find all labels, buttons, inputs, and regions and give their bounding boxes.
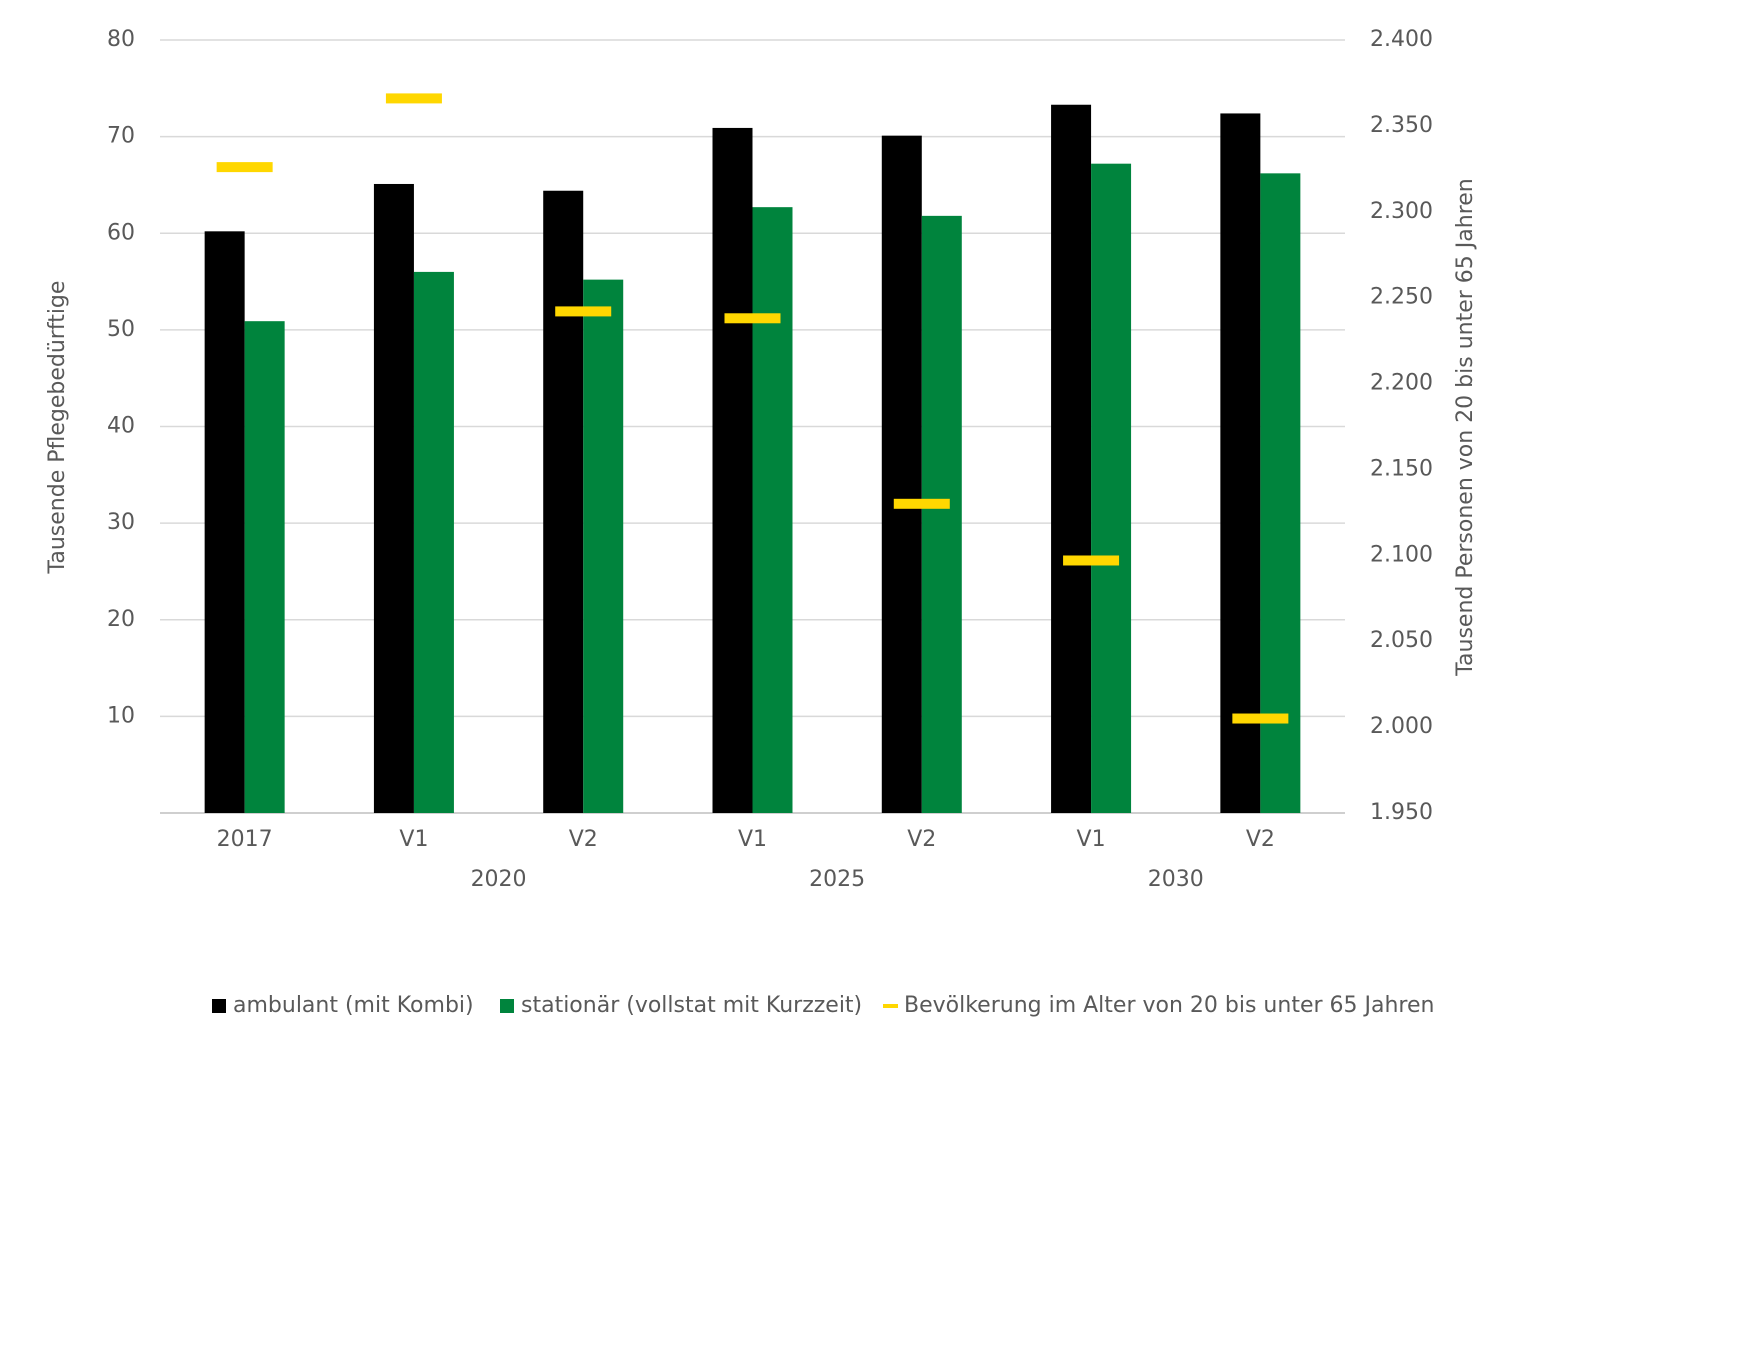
legend-swatch bbox=[883, 1004, 898, 1008]
marker bbox=[385, 93, 442, 104]
bar bbox=[1260, 173, 1301, 813]
y2-tick-label: 2.100 bbox=[1370, 542, 1433, 567]
bar bbox=[921, 215, 962, 814]
marker bbox=[893, 498, 950, 509]
y2-tick-label: 1.950 bbox=[1370, 800, 1433, 825]
bar bbox=[1091, 163, 1132, 813]
y2-tick-label: 2.400 bbox=[1370, 27, 1433, 52]
x-tick-label: V2 bbox=[569, 827, 598, 852]
marker bbox=[1232, 713, 1289, 724]
y2-tick-label: 2.150 bbox=[1370, 456, 1433, 481]
legend-swatch bbox=[212, 999, 226, 1013]
y-tick-label: 60 bbox=[107, 220, 135, 245]
y2-tick-label: 2.000 bbox=[1370, 714, 1433, 739]
x-tick-label: V1 bbox=[399, 827, 428, 852]
bar bbox=[712, 127, 753, 813]
legend-label: Bevölkerung im Alter von 20 bis unter 65… bbox=[904, 993, 1434, 1018]
x-tick-label: 2017 bbox=[217, 827, 273, 852]
y-tick-label: 20 bbox=[107, 607, 135, 632]
x-group-label: 2020 bbox=[471, 867, 527, 892]
bar bbox=[244, 321, 285, 813]
bar bbox=[373, 183, 414, 813]
x-tick-label: V1 bbox=[738, 827, 767, 852]
bar bbox=[413, 271, 454, 813]
x-tick-label: V2 bbox=[1246, 827, 1275, 852]
x-group-label: 2030 bbox=[1148, 867, 1204, 892]
bar bbox=[881, 135, 922, 813]
marker bbox=[1063, 555, 1120, 566]
bar bbox=[1220, 113, 1261, 813]
x-group-label: 2025 bbox=[809, 867, 865, 892]
marker bbox=[216, 162, 273, 173]
x-tick-label: V1 bbox=[1077, 827, 1106, 852]
legend-swatch bbox=[500, 999, 514, 1013]
y-tick-label: 50 bbox=[107, 317, 135, 342]
y2-tick-label: 2.050 bbox=[1370, 628, 1433, 653]
y2-tick-label: 2.300 bbox=[1370, 199, 1433, 224]
bar bbox=[204, 231, 245, 813]
bar bbox=[1051, 104, 1092, 813]
bar bbox=[583, 279, 624, 813]
y-tick-label: 10 bbox=[107, 703, 135, 728]
legend-label: stationär (vollstat mit Kurzzeit) bbox=[521, 993, 862, 1018]
marker bbox=[555, 306, 612, 317]
y-tick-label: 80 bbox=[107, 27, 135, 52]
legend-label: ambulant (mit Kombi) bbox=[233, 993, 474, 1018]
y-axis-title: Tausende Pflegebedürftige bbox=[45, 281, 70, 575]
bar bbox=[543, 190, 584, 814]
bar bbox=[752, 207, 793, 813]
y-tick-label: 30 bbox=[107, 510, 135, 535]
marker bbox=[724, 313, 781, 324]
x-tick-label: V2 bbox=[907, 827, 936, 852]
y-tick-label: 40 bbox=[107, 414, 135, 439]
y-tick-label: 70 bbox=[107, 124, 135, 149]
y2-axis-title: Tausend Personen von 20 bis unter 65 Jah… bbox=[1453, 178, 1478, 676]
y2-tick-label: 2.350 bbox=[1370, 113, 1433, 138]
y2-tick-label: 2.200 bbox=[1370, 371, 1433, 396]
y2-tick-label: 2.250 bbox=[1370, 285, 1433, 310]
